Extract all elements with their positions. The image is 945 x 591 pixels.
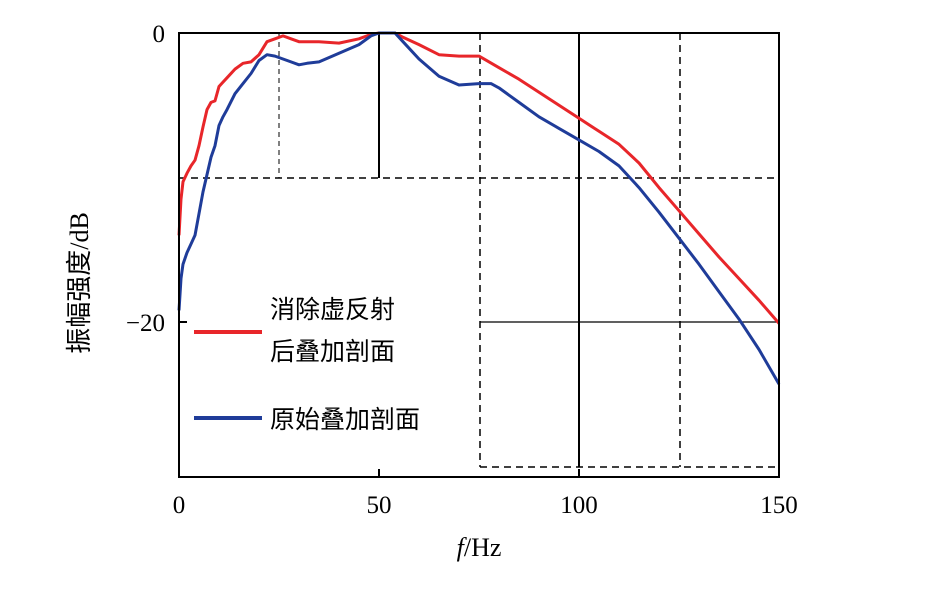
x-tick-label: 50 — [367, 492, 392, 519]
series-line-0 — [177, 31, 781, 325]
legend: 消除虚反射 后叠加剖面 原始叠加剖面 — [194, 295, 420, 434]
tick-layer: 0 50 100 150 0 −20 — [126, 21, 798, 519]
legend-label-blue: 原始叠加剖面 — [270, 405, 420, 434]
legend-label-red-line2: 后叠加剖面 — [270, 337, 395, 366]
series-line-1 — [177, 31, 781, 385]
x-axis-title: f/Hz — [457, 533, 502, 562]
legend-label-red-line1: 消除虚反射 — [270, 295, 395, 324]
x-axis-title-italic: f — [457, 533, 468, 562]
y-tick-label: −20 — [126, 310, 165, 337]
x-tick-label: 100 — [560, 492, 598, 519]
series-layer — [177, 31, 781, 385]
y-axis-title: 振幅强度/dB — [65, 212, 94, 354]
x-axis-title-unit: /Hz — [464, 533, 502, 562]
x-tick-label: 150 — [760, 492, 798, 519]
reference-lines — [179, 33, 779, 468]
y-tick-label: 0 — [153, 21, 166, 48]
plot-frame — [178, 32, 780, 478]
x-tick-label: 0 — [173, 492, 186, 519]
